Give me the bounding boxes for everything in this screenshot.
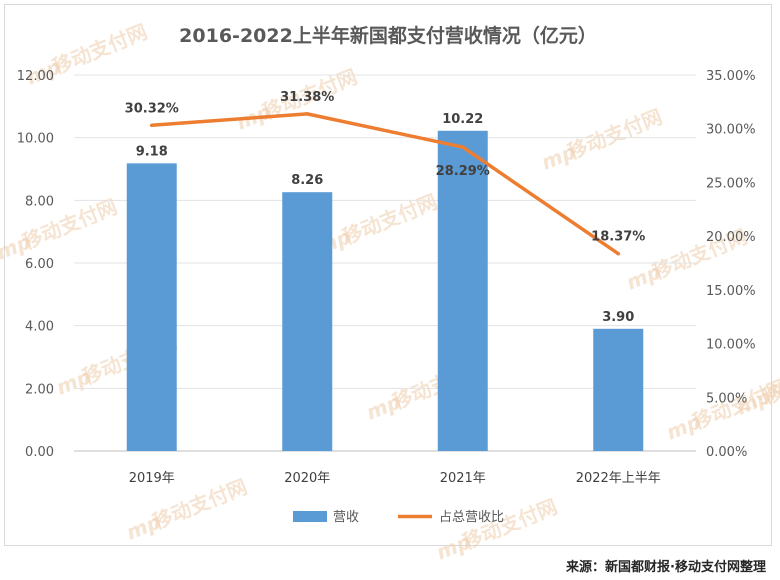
bar-value-label: 8.26 — [291, 173, 323, 188]
bar — [437, 130, 488, 452]
line-value-label: 28.29% — [436, 164, 490, 179]
y-right-tick-label: 10.00% — [706, 338, 756, 353]
y-left-tick-label: 8.00 — [25, 194, 54, 209]
line-point — [460, 145, 465, 149]
y-right-tick-label: 20.00% — [706, 230, 756, 245]
y-right-tick-label: 25.00% — [706, 176, 756, 191]
y-right-axis: 0.00% 5.00% 10.00% 15.00% 20.00% 25.00% 30.00%… — [706, 69, 756, 460]
y-left-axis: 0.00 2.00 4.00 6.00 8.00 10.00 12.00 — [17, 69, 54, 460]
legend-swatch-bar — [293, 511, 327, 522]
bar-value-label: 10.22 — [442, 112, 483, 127]
y-right-tick-label: 5.00% — [706, 391, 747, 406]
x-tick-label: 2022年上半年 — [576, 471, 661, 486]
bar-value-label: 9.18 — [136, 144, 168, 159]
y-left-tick-label: 2.00 — [25, 382, 54, 397]
y-left-tick-label: 12.00 — [17, 69, 54, 84]
line-value-label: 18.37% — [591, 230, 645, 245]
watermark-text: 移动支付网 — [564, 104, 666, 164]
y-left-tick-label: 6.00 — [25, 257, 54, 272]
chart-title: 2016-2022上半年新国都支付营收情况（亿元） — [179, 24, 597, 47]
line-series: 30.32% 31.38% 28.29% 18.37% — [125, 90, 645, 256]
gridlines — [74, 74, 696, 452]
line-value-label: 31.38% — [280, 90, 334, 105]
series-line — [151, 112, 620, 256]
bar — [282, 192, 333, 452]
y-right-tick-label: 0.00% — [706, 445, 747, 460]
legend-label: 占总营收比 — [439, 510, 504, 525]
watermark-text: 移动支付网 — [339, 189, 441, 249]
line-point — [305, 112, 310, 116]
watermark-text: 移动支付网 — [49, 19, 151, 79]
x-tick-label: 2019年 — [129, 471, 175, 486]
legend-label: 营收 — [333, 510, 359, 525]
source-note: 来源：新国都财报·移动支付网整理 — [565, 559, 766, 575]
bar — [593, 328, 644, 451]
y-left-tick-label: 10.00 — [17, 132, 54, 147]
x-axis: 2019年 2020年 2021年 2022年上半年 — [129, 471, 661, 486]
y-right-tick-label: 30.00% — [706, 123, 756, 138]
y-right-tick-label: 35.00% — [706, 69, 756, 84]
line-point — [616, 251, 621, 256]
line-value-label: 30.32% — [125, 101, 179, 116]
bar-value-label: 3.90 — [602, 310, 634, 325]
bar — [126, 163, 177, 452]
x-tick-label: 2021年 — [440, 471, 486, 486]
bar-series: 9.18 8.26 10.22 3.90 — [126, 112, 644, 452]
y-left-tick-label: 0.00 — [25, 445, 54, 460]
y-left-tick-label: 4.00 — [25, 320, 54, 335]
y-right-tick-label: 15.00% — [706, 284, 756, 299]
line-point — [149, 123, 154, 128]
x-tick-label: 2020年 — [284, 471, 330, 486]
legend: 营收 占总营收比 — [293, 510, 504, 525]
